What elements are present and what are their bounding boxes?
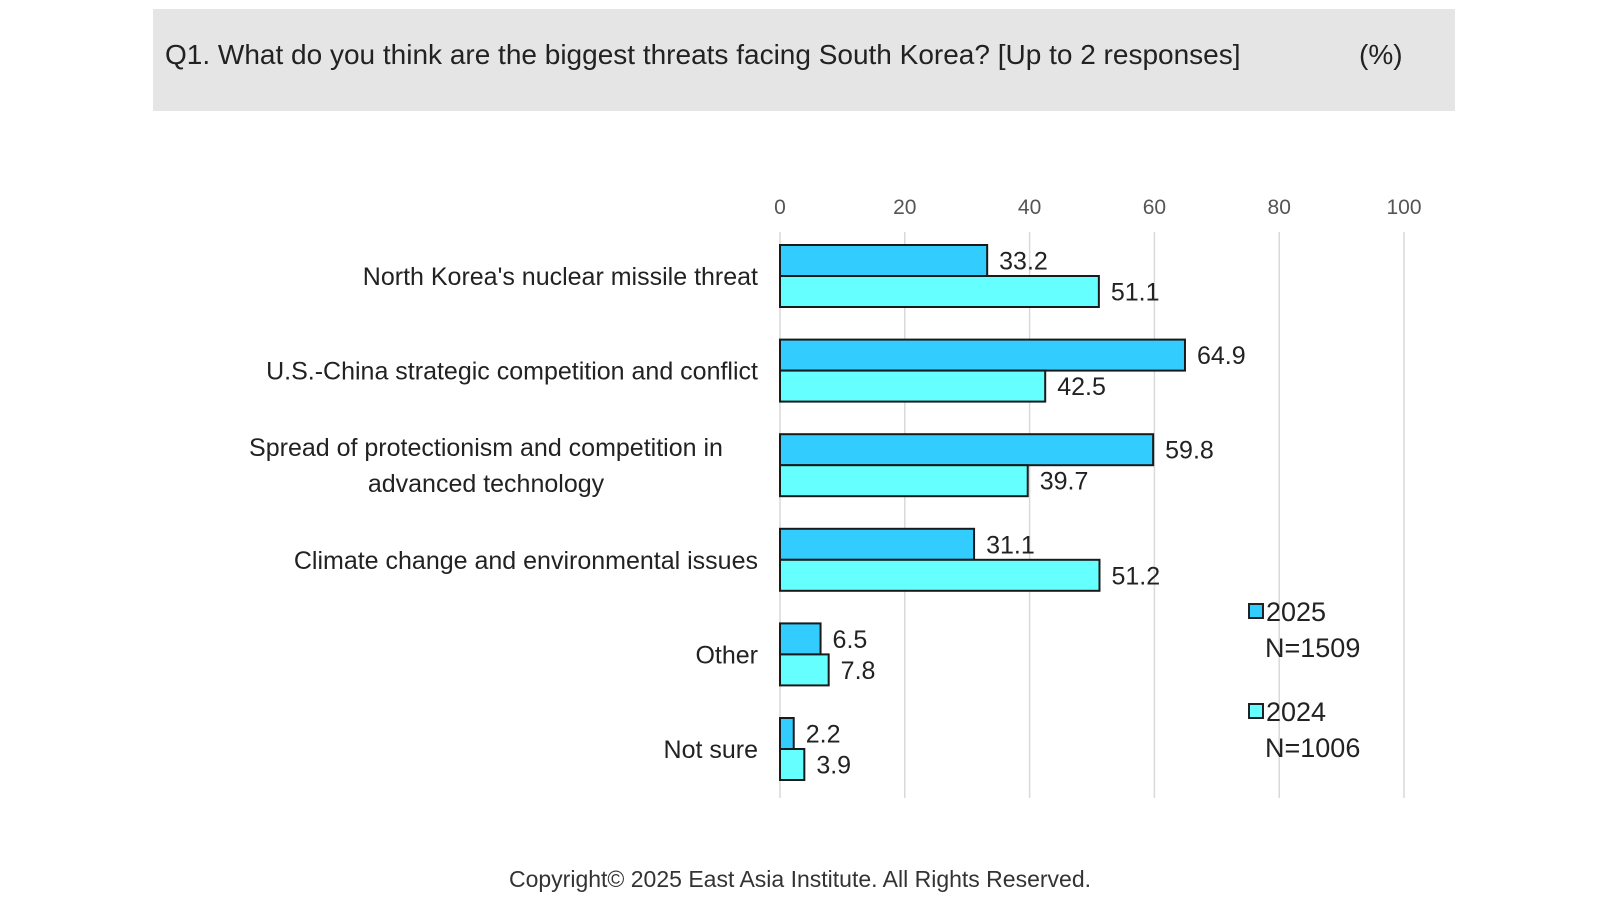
category-label-line: North Korea's nuclear missile threat bbox=[363, 263, 758, 291]
bar-2024 bbox=[779, 558, 1101, 592]
x-tick-label: 100 bbox=[1386, 196, 1421, 219]
unit-label: (%) bbox=[1359, 39, 1403, 70]
category-label-line: Not sure bbox=[664, 736, 758, 764]
data-label-2024: 39.7 bbox=[1040, 468, 1089, 496]
legend-sample-2025: N=1509 bbox=[1265, 633, 1361, 663]
legend-item-2024: 2024 N=1006 bbox=[1248, 694, 1360, 766]
x-axis-ticks: 0 20 40 60 80 100 bbox=[774, 196, 1421, 219]
x-tick-label: 80 bbox=[1268, 196, 1291, 219]
legend-label-2025: 2025 bbox=[1266, 597, 1327, 627]
data-label-2024: 51.1 bbox=[1111, 279, 1160, 307]
legend-sample-2024: N=1006 bbox=[1265, 733, 1361, 763]
x-tick-label: 0 bbox=[774, 196, 786, 219]
category-label: Climate change and environmental issues bbox=[294, 547, 758, 575]
data-label-2024: 3.9 bbox=[816, 752, 851, 780]
category-label: North Korea's nuclear missile threat bbox=[363, 263, 758, 291]
data-label-2024: 7.8 bbox=[841, 657, 876, 685]
category-label-line: Other bbox=[695, 641, 758, 669]
bar-2025 bbox=[779, 622, 822, 656]
category-label: Not sure bbox=[664, 736, 758, 764]
bar-2024 bbox=[779, 369, 1047, 403]
bar-2025 bbox=[779, 717, 795, 750]
copyright-text: Copyright© 2025 East Asia Institute. All… bbox=[508, 866, 1092, 892]
data-label-2024: 42.5 bbox=[1057, 373, 1106, 401]
x-tick-label: 60 bbox=[1143, 196, 1166, 219]
legend-swatch-2025 bbox=[1248, 603, 1264, 619]
data-label-2025: 2.2 bbox=[806, 721, 841, 749]
bar-2024 bbox=[779, 748, 806, 781]
category-labels: North Korea's nuclear missile threat U.S.… bbox=[249, 263, 758, 764]
category-label: U.S.-China strategic competition and con… bbox=[266, 358, 758, 386]
bar-2024 bbox=[779, 464, 1029, 498]
bar-2024 bbox=[779, 275, 1100, 308]
data-label-2025: 33.2 bbox=[999, 248, 1048, 276]
data-label-2025: 31.1 bbox=[986, 531, 1035, 559]
data-label-2024: 51.2 bbox=[1111, 562, 1160, 590]
bars bbox=[779, 244, 1186, 781]
bar-2025 bbox=[779, 338, 1186, 372]
bar-2025 bbox=[779, 527, 976, 561]
category-label-line: advanced technology bbox=[368, 470, 605, 498]
legend-item-2025: 2025 N=1509 bbox=[1248, 594, 1360, 666]
data-label-2025: 64.9 bbox=[1197, 342, 1246, 370]
bar-2025 bbox=[779, 433, 1155, 467]
bar-2024 bbox=[779, 653, 830, 687]
category-label: Spread of protectionism and competition … bbox=[249, 434, 723, 498]
legend-swatch-2024 bbox=[1248, 703, 1264, 719]
category-label-line: Spread of protectionism and competition … bbox=[249, 434, 723, 462]
x-tick-label: 40 bbox=[1018, 196, 1041, 219]
question-header: Q1. What do you think are the biggest th… bbox=[153, 9, 1455, 111]
category-label-line: U.S.-China strategic competition and con… bbox=[266, 358, 758, 386]
bar-2025 bbox=[779, 244, 989, 277]
data-label-2025: 59.8 bbox=[1165, 437, 1214, 465]
x-tick-label: 20 bbox=[893, 196, 916, 219]
category-label-line: Climate change and environmental issues bbox=[294, 547, 758, 575]
category-label: Other bbox=[695, 641, 758, 669]
question-text: Q1. What do you think are the biggest th… bbox=[165, 39, 1241, 70]
grid-lines bbox=[779, 232, 1405, 798]
data-label-2025: 6.5 bbox=[833, 626, 868, 654]
data-labels: 33.2 51.1 64.9 42.5 59.8 39.7 31.1 51.2 6.5 7.8 2.… bbox=[806, 248, 1246, 780]
legend-label-2024: 2024 bbox=[1266, 697, 1327, 727]
